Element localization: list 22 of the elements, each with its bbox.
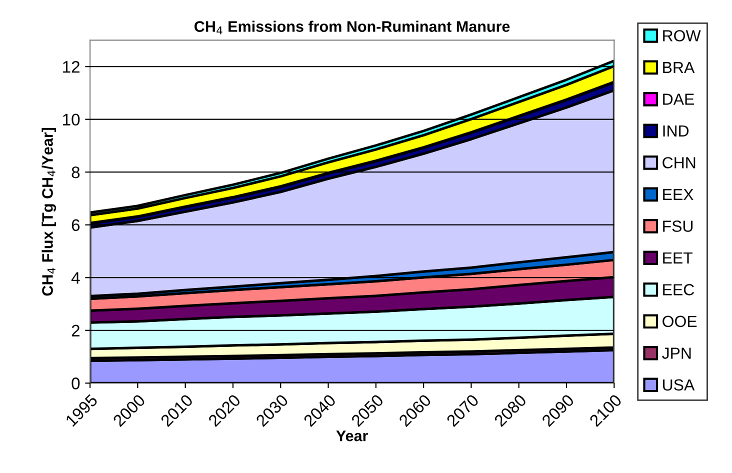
legend-label: EET — [663, 252, 693, 264]
y-tick-label: 6 — [72, 219, 80, 232]
legend-label: EEX — [663, 188, 694, 200]
legend-label: EEC — [663, 284, 694, 296]
y-tick-label: 2 — [72, 324, 80, 336]
legend-label: BRA — [663, 62, 695, 73]
y-axis-title: CH$_{4}$ Flux [Tg CH$_{4}$/Year] — [42, 128, 56, 296]
legend-label: IND — [663, 125, 689, 136]
legend-label: CHN — [662, 157, 696, 168]
x-axis-title: Year — [336, 430, 368, 442]
legend-label: OOE — [662, 316, 697, 328]
y-tick-label: 0 — [72, 378, 80, 390]
y-tick-label: 4 — [71, 272, 80, 284]
y-tick-label: 12 — [63, 60, 80, 73]
legend-label: FSU — [663, 220, 693, 232]
y-tick-label: 10 — [63, 114, 80, 126]
legend-label: DAE — [663, 94, 694, 105]
chart-title: CH$_{4}$ Emissions from Non-Ruminant Manure — [194, 20, 510, 34]
y-tick-label: 8 — [72, 166, 80, 178]
legend-label: USA — [663, 379, 695, 391]
legend-label: JPN — [662, 348, 691, 359]
legend-label: ROW — [663, 30, 701, 42]
